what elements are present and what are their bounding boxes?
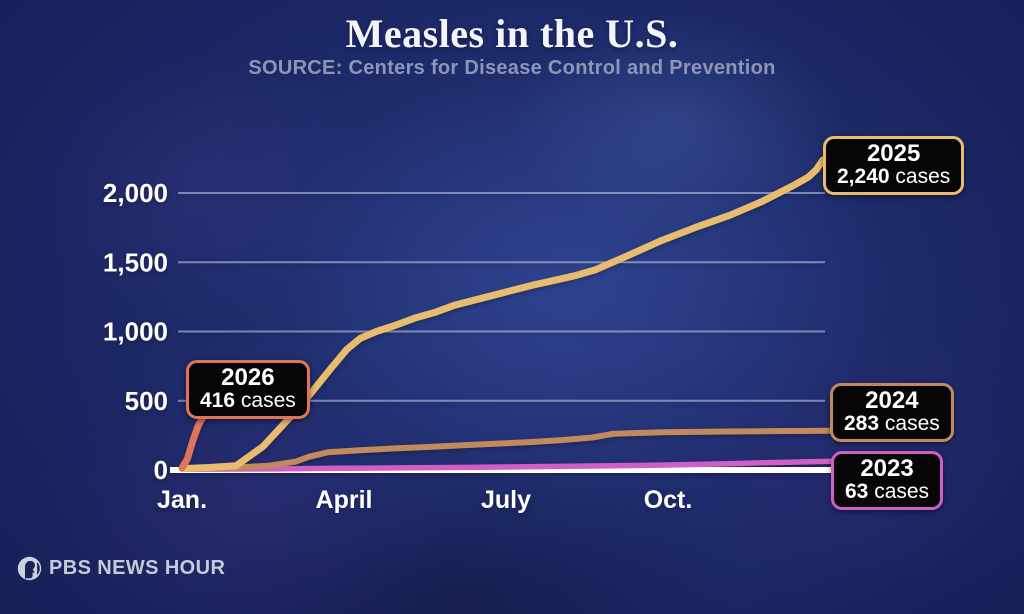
line-2023 — [179, 458, 836, 473]
pbs-newshour-logo: PBS NEWS HOUR — [16, 555, 225, 582]
callout-2024-year: 2024 — [865, 387, 919, 414]
x-tick-label: April — [316, 486, 373, 514]
pbs-head-icon — [17, 556, 42, 581]
callout-2026: 2026 416 cases — [186, 360, 310, 420]
chart-source: SOURCE: Centers for Disease Control and … — [248, 57, 776, 79]
callout-2023-unit: cases — [874, 480, 930, 504]
pbs-newshour-wordmark: PBS NEWS HOUR — [49, 557, 226, 579]
y-tick-label: 1,000 — [103, 317, 168, 347]
y-tick-label: 500 — [125, 386, 168, 416]
line-2024 — [179, 427, 833, 472]
callout-2026-value: 416 cases — [200, 390, 296, 412]
y-tick-label: 2,000 — [103, 178, 168, 208]
callout-2023: 2023 63 cases — [831, 451, 944, 511]
callout-2024-count: 283 — [844, 412, 880, 436]
y-tick-label: 1,500 — [103, 247, 168, 277]
callout-2025-year: 2025 — [866, 140, 921, 167]
callout-2026-unit: cases — [240, 389, 296, 413]
x-tick-label: July — [481, 486, 531, 514]
callout-2024: 2024 283 cases — [830, 383, 954, 443]
callout-2025: 2025 2,240 cases — [823, 136, 965, 196]
callout-2025-unit: cases — [895, 165, 951, 189]
chart-title: Measles in the U.S. — [345, 11, 679, 56]
x-tick-label: Oct. — [644, 486, 693, 514]
y-tick-label: 0 — [154, 455, 168, 485]
callout-2025-count: 2,240 — [837, 165, 890, 189]
callout-2023-year: 2023 — [860, 455, 914, 482]
callout-2025-value: 2,240 cases — [837, 166, 950, 188]
callout-2026-count: 416 — [200, 389, 236, 413]
callout-2023-value: 63 cases — [845, 481, 929, 503]
callout-2024-value: 283 cases — [844, 413, 940, 435]
line-2025 — [178, 156, 827, 473]
callout-2026-year: 2026 — [221, 364, 275, 391]
callout-2024-unit: cases — [884, 412, 940, 436]
line-2026 — [178, 408, 211, 472]
callout-2023-count: 63 — [845, 480, 869, 504]
x-tick-label: Jan. — [157, 486, 207, 514]
